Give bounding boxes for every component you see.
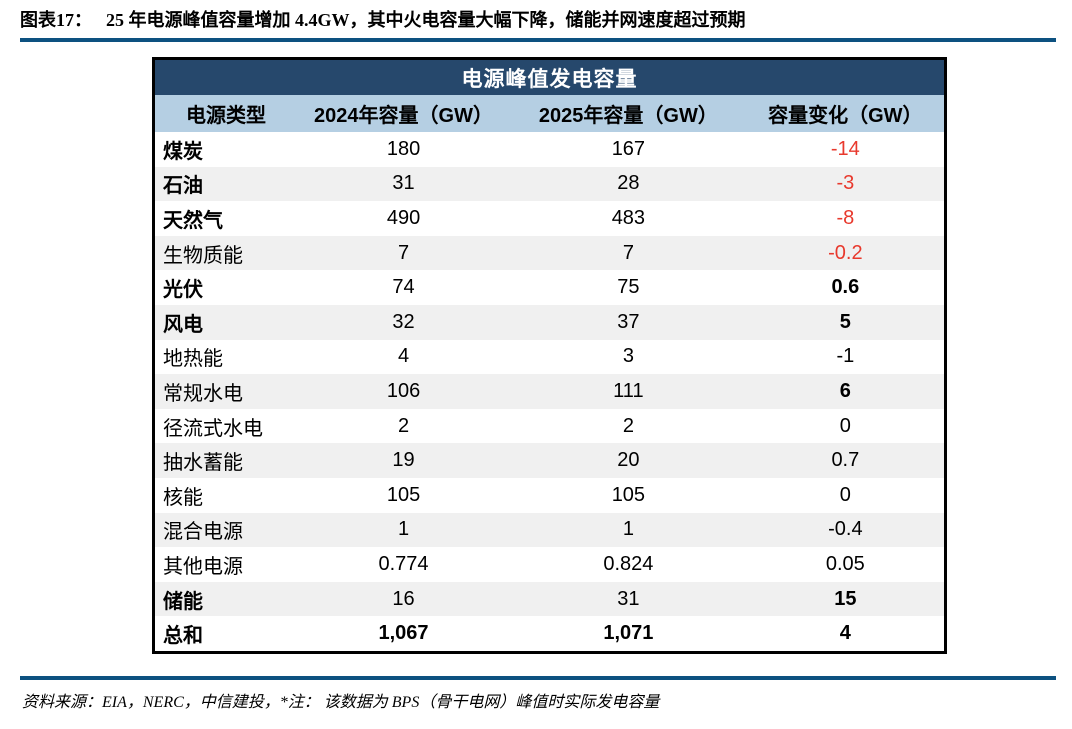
cell-change-value: 15 [834,587,857,610]
cell-source-type: 煤炭 [163,140,203,163]
cell-source-type: 天然气 [163,209,223,232]
capacity-table: 电源峰值发电容量 电源类型 2024年容量（GW） 2025年容量（GW） 容量… [152,57,947,654]
cell-source-type: 石油 [163,175,203,198]
table-row: 天然气 490 483 -8 [155,201,944,236]
cell-change-value: 0 [839,414,851,437]
cell-2025-value: 28 [617,172,640,195]
cell-source-type: 生物质能 [163,244,243,267]
table-column-header-row: 电源类型 2024年容量（GW） 2025年容量（GW） 容量变化（GW） [155,95,944,132]
cell-2025-value: 3 [622,345,634,368]
cell-source-type: 储能 [163,590,203,613]
cell-change-value: 6 [839,379,851,402]
table-row: 地热能 4 3 -1 [155,339,944,375]
cell-2025-value: 2 [622,414,634,437]
cell-change-value: 0 [839,483,851,506]
table-row: 储能 16 31 15 [155,581,944,617]
cell-source-type: 其他电源 [163,555,243,578]
cell-2024-value: 19 [392,449,415,472]
bottom-divider-rule [20,676,1056,680]
cell-change-value: 5 [839,310,851,333]
cell-source-type: 光伏 [163,279,203,302]
figure-number: 图表17： [20,10,92,30]
cell-source-type: 常规水电 [163,382,243,405]
table-body: 煤炭 180 167 -14 石油 31 28 -3 天然气 490 483 -8 生物质能 7 7 -0.2… [155,132,944,651]
cell-2025-value: 111 [613,379,644,402]
cell-2025-value: 1 [622,518,634,541]
column-header-source-type: 电源类型 [186,105,266,127]
cell-2024-value: 32 [392,310,415,333]
table-row: 生物质能 7 7 -0.2 [155,235,944,271]
table-row: 煤炭 180 167 -14 [155,132,944,167]
cell-2025-value: 1,071 [603,622,654,645]
cell-2024-value: 105 [386,483,421,506]
cell-2025-value: 105 [611,483,646,506]
table-row: 石油 31 28 -3 [155,166,944,202]
cell-change-value: -14 [830,137,860,160]
column-header-2025-capacity: 2025年容量（GW） [538,105,718,127]
source-note: 资料来源：EIA，NERC，中信建投，*注： 该数据为 BPS（骨干电网）峰值时… [22,694,660,711]
cell-2024-value: 1 [397,518,410,541]
cell-2024-value: 16 [392,587,415,610]
cell-2025-value: 483 [611,206,646,229]
cell-change-value: 0.7 [831,449,860,472]
cell-2024-value: 180 [386,137,421,160]
cell-change-value: 4 [839,622,851,645]
cell-source-type: 风电 [163,313,203,336]
cell-source-type: 总和 [163,625,203,648]
cell-change-value: -0.4 [828,518,863,541]
cell-change-value: -8 [836,206,855,229]
cell-2025-value: 167 [611,137,646,160]
cell-change-value: -1 [836,345,855,368]
cell-2024-value: 1,067 [378,622,429,645]
cell-2024-value: 0.774 [378,552,429,575]
table-row: 其他电源 0.774 0.824 0.05 [155,547,944,582]
cell-2024-value: 490 [386,206,421,229]
cell-source-type: 混合电源 [163,521,243,544]
column-header-capacity-change: 容量变化（GW） [768,105,923,127]
cell-change-value: -0.2 [828,241,863,264]
table-row: 混合电源 1 1 -0.4 [155,512,944,548]
cell-source-type: 抽水蓄能 [163,452,243,475]
cell-source-type: 地热能 [163,348,223,371]
figure-title: 25 年电源峰值容量增加 4.4GW，其中火电容量大幅下降，储能并网速度超过预期 [106,10,746,30]
cell-2025-value: 31 [617,587,640,610]
figure-caption: 图表17： 25 年电源峰值容量增加 4.4GW，其中火电容量大幅下降，储能并网速… [20,8,1050,32]
cell-2025-value: 7 [622,241,634,264]
cell-2024-value: 4 [397,345,410,368]
cell-change-value: 0.05 [825,552,865,575]
cell-source-type: 径流式水电 [163,417,263,440]
cell-2024-value: 31 [392,172,415,195]
table-title: 电源峰值发电容量 [155,60,944,95]
column-header-2024-capacity: 2024年容量（GW） [314,105,493,127]
cell-change-value: 0.6 [831,276,860,299]
cell-2024-value: 74 [392,276,415,299]
table-row: 核能 105 105 0 [155,477,944,513]
cell-2025-value: 75 [617,276,640,299]
cell-2024-value: 106 [386,379,421,402]
cell-2025-value: 37 [617,310,640,333]
top-divider-rule [20,38,1056,42]
table-row: 径流式水电 2 2 0 [155,408,944,444]
cell-change-value: -3 [836,172,855,195]
table-row: 风电 32 37 5 [155,304,944,340]
table-row: 总和 1,067 1,071 4 [155,616,944,651]
cell-2024-value: 7 [397,241,410,264]
cell-source-type: 核能 [163,486,203,509]
table-row: 抽水蓄能 19 20 0.7 [155,443,944,478]
cell-2025-value: 20 [617,449,640,472]
cell-2025-value: 0.824 [603,552,654,575]
cell-2024-value: 2 [397,414,410,437]
table-row: 常规水电 106 111 6 [155,374,944,409]
table-row: 光伏 74 75 0.6 [155,270,944,305]
